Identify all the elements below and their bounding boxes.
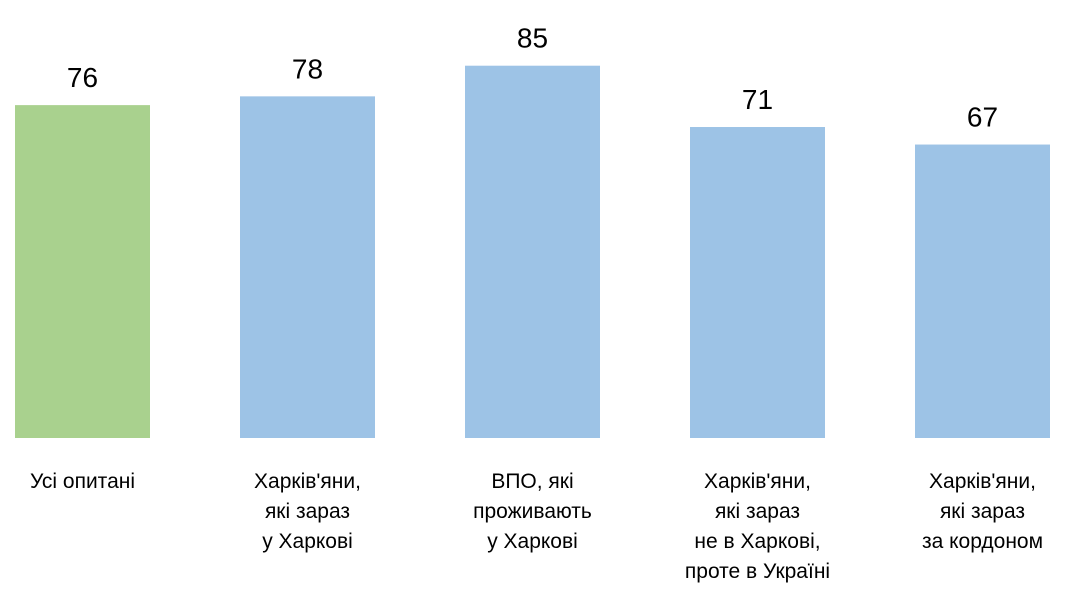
bar: [15, 105, 150, 439]
x-tick-label: Харків'яни, які зараз не в Харкові, проте в…: [685, 470, 830, 583]
x-tick-label-line: проте в Україні: [685, 560, 830, 583]
x-tick-label-line: ВПО, які: [491, 470, 573, 493]
bar: [465, 65, 600, 438]
x-tick-label-line: Харків'яни,: [704, 470, 811, 493]
x-tick-label-line: проживають: [473, 500, 592, 523]
bar: [915, 144, 1050, 439]
x-tick-label-line: Харків'яни,: [254, 470, 361, 493]
value-label: 67: [967, 102, 998, 133]
value-label: 71: [742, 84, 773, 115]
x-tick-label-line: не в Харкові,: [694, 530, 820, 553]
x-tick-label-line: які зараз: [715, 500, 800, 523]
x-tick-label-line: у Харкові: [487, 530, 578, 553]
x-tick-label: Харків'яни, які зараз у Харкові: [254, 470, 361, 553]
x-tick-label-line: за кордоном: [922, 530, 1043, 553]
value-label: 76: [67, 62, 98, 93]
x-tick-label: Харків'яни, які зараз за кордоном: [922, 470, 1043, 553]
value-label: 78: [292, 53, 323, 84]
x-tick-label: Усі опитані: [30, 470, 135, 493]
x-tick-label-line: у Харкові: [262, 530, 353, 553]
x-tick-label-line: Харків'яни,: [929, 470, 1036, 493]
value-label: 85: [517, 23, 548, 54]
bar: [690, 127, 825, 439]
x-tick-label-line: Усі опитані: [30, 470, 135, 493]
x-tick-label-line: які зараз: [265, 500, 350, 523]
x-tick-label: ВПО, які проживають у Харкові: [473, 470, 592, 553]
bar: [240, 96, 375, 439]
x-tick-label-line: які зараз: [940, 500, 1025, 523]
